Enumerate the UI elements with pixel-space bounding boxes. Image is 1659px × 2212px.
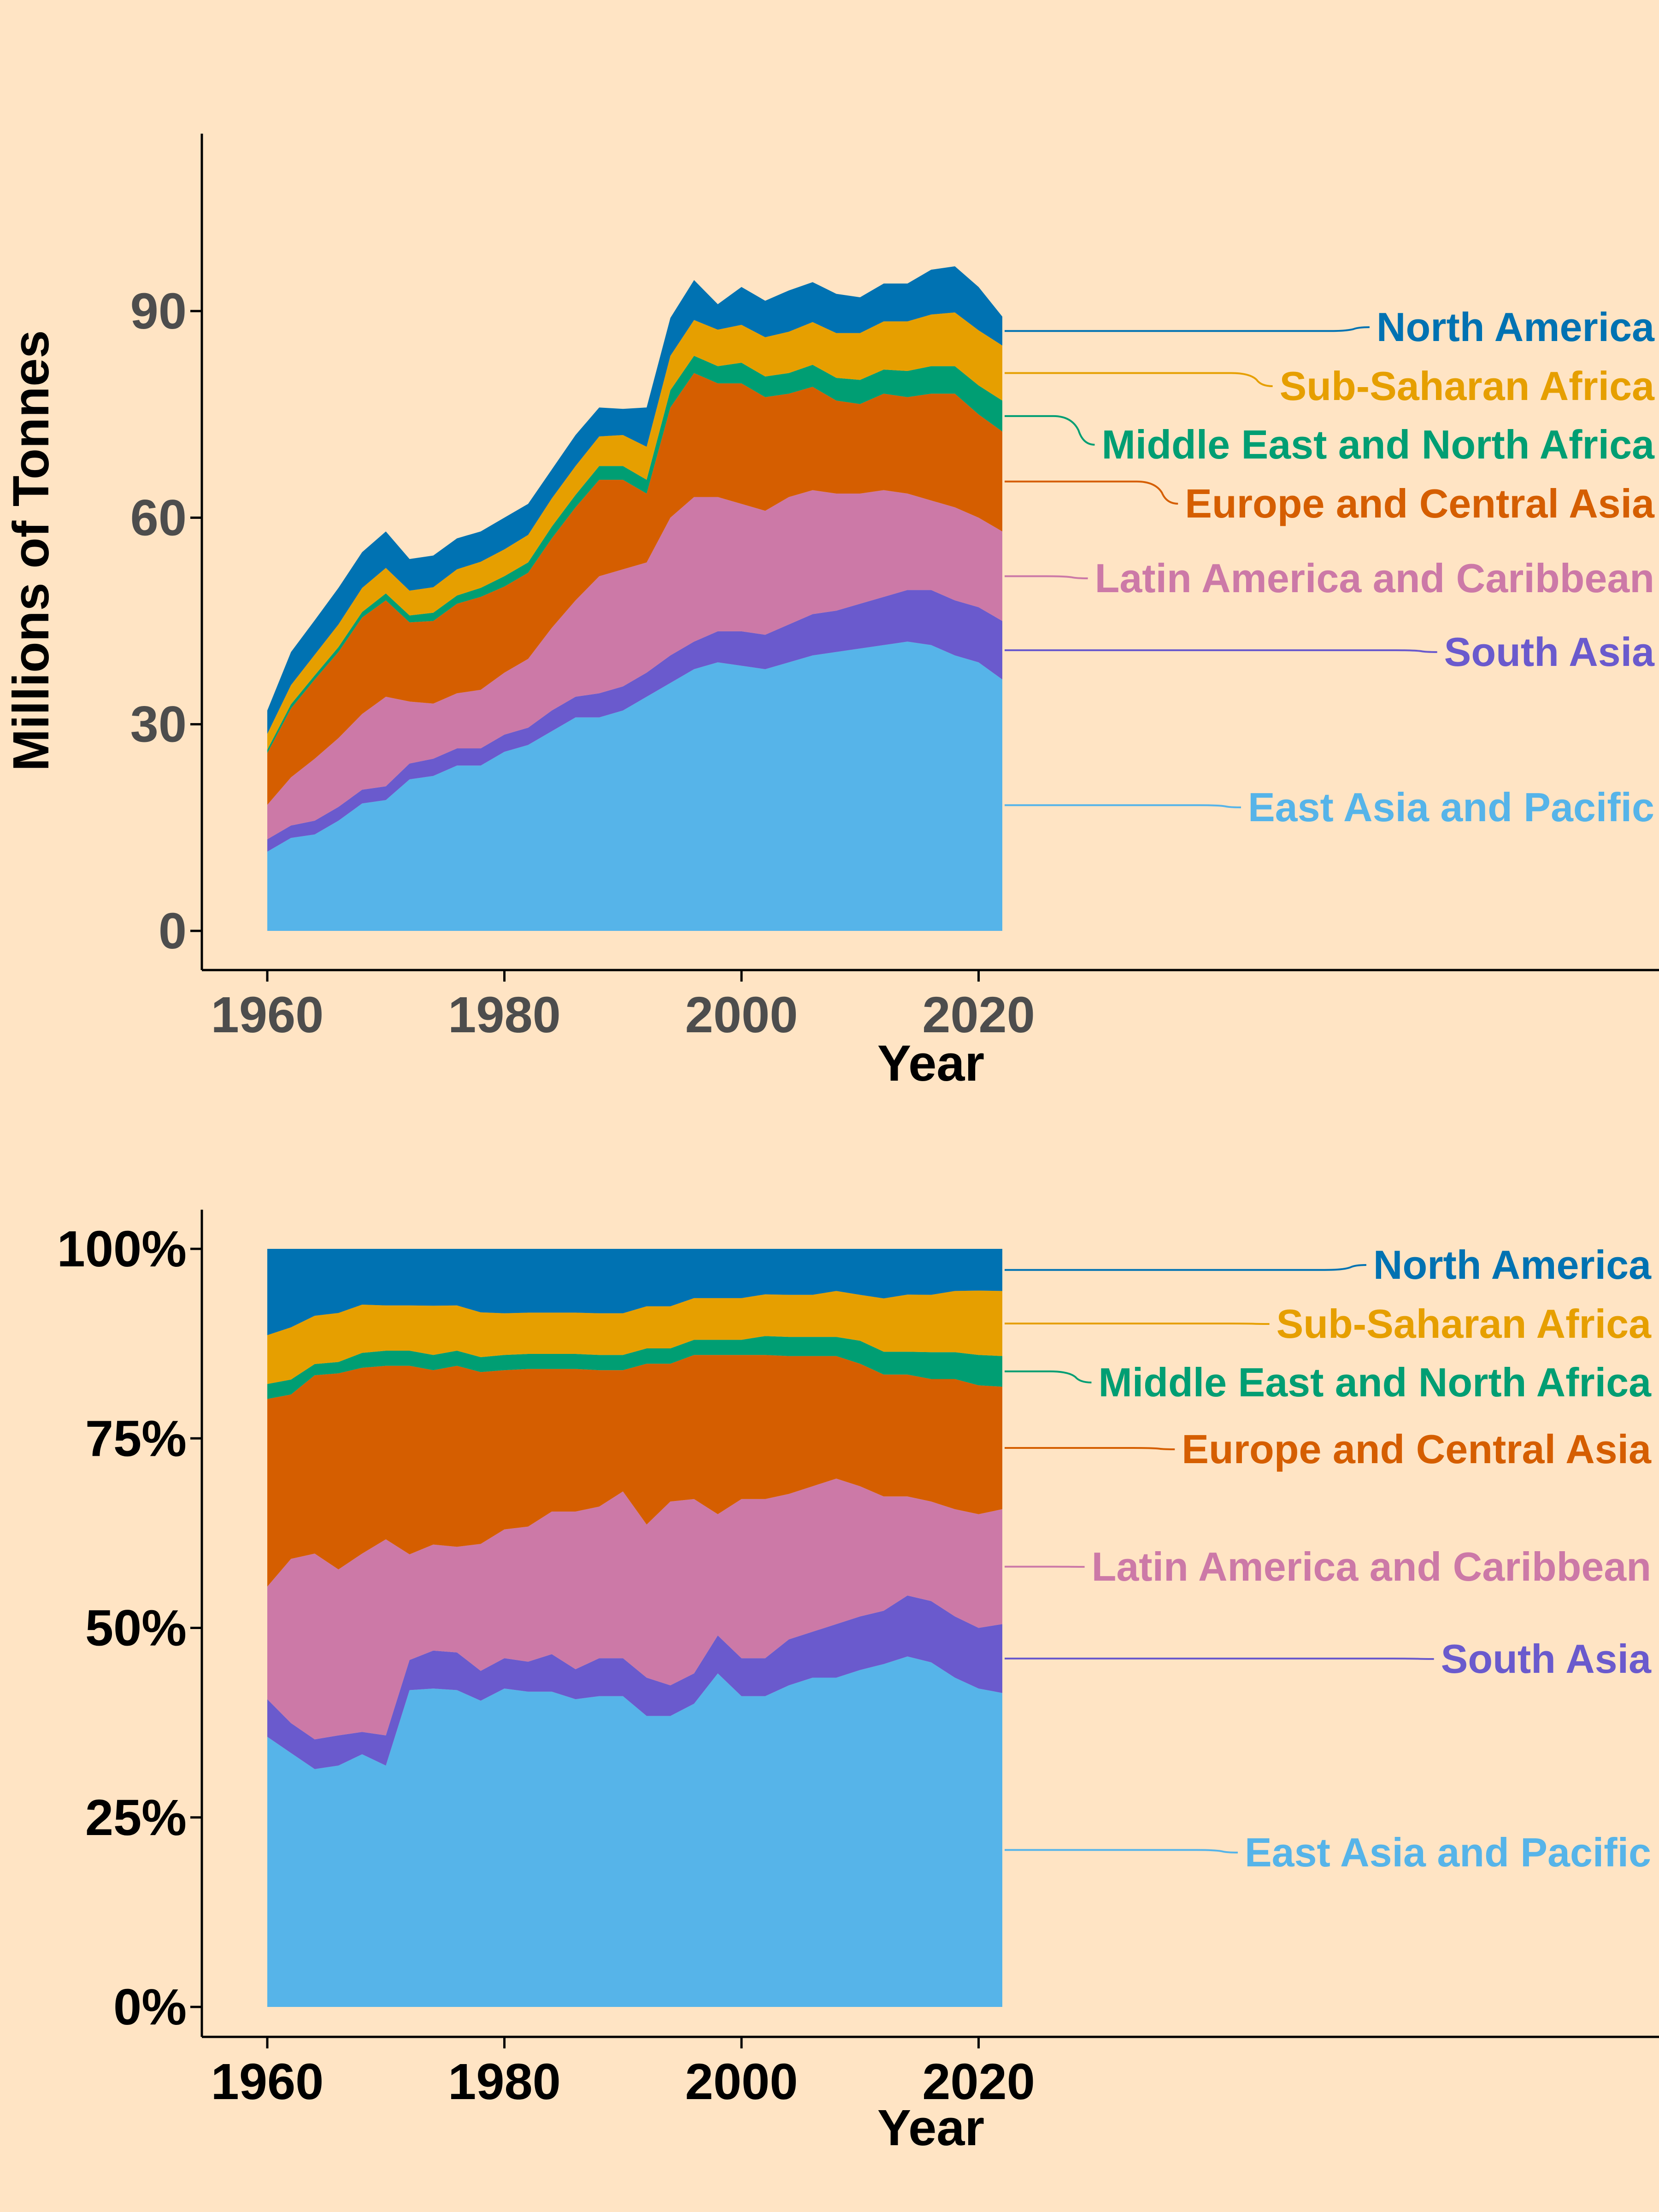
leader-line-sub-saharan-africa (1005, 372, 1273, 387)
area-latin-america-and-caribbean (267, 1478, 1002, 1740)
region-labels: East Asia and Pacific South Asia Latin Ame… (1005, 304, 1655, 830)
label-middle-east-and-north-africa: Middle East and North Africa (1098, 1359, 1652, 1405)
leader-line-middle-east-and-north-africa (1005, 415, 1095, 446)
area-north-america (267, 266, 1002, 734)
y-tick-label: 0% (113, 1979, 187, 2036)
leader-line-europe-and-central-asia (1005, 1447, 1175, 1450)
x-tick-label: 2000 (685, 2053, 798, 2110)
x-tick-label: 2020 (922, 2053, 1035, 2110)
label-europe-and-central-asia: Europe and Central Asia (1182, 1426, 1652, 1472)
leader-line-latin-america-and-caribbean (1005, 575, 1088, 579)
leader-line-middle-east-and-north-africa (1005, 1370, 1092, 1383)
label-sub-saharan-africa: Sub-Saharan Africa (1280, 363, 1655, 409)
area-europe-and-central-asia (267, 373, 1002, 805)
area-east-asia-and-pacific (267, 641, 1002, 931)
area-middle-east-and-north-africa (267, 1336, 1002, 1399)
label-sub-saharan-africa: Sub-Saharan Africa (1277, 1301, 1652, 1347)
area-latin-america-and-caribbean (267, 490, 1002, 840)
area-east-asia-and-pacific (267, 1656, 1002, 2007)
y-tick-label: 50% (85, 1600, 187, 1657)
y-tick-label: 0 (159, 903, 187, 959)
stacked-area-chart-percent: 1960 1980 2000 2020 0% 25% 50% 75% 100% East Asi… (57, 1210, 1659, 2156)
region-labels: East Asia and Pacific South Asia Latin Ame… (1005, 1242, 1652, 1875)
leader-line-europe-and-central-asia (1005, 480, 1178, 505)
leader-line-east-asia-and-pacific (1005, 804, 1241, 808)
label-east-asia-and-pacific: East Asia and Pacific (1245, 1830, 1651, 1875)
area-sub-saharan-africa (267, 312, 1002, 750)
label-europe-and-central-asia: Europe and Central Asia (1185, 481, 1655, 526)
y-axis-title: Millions of Tonnes (3, 330, 59, 771)
label-east-asia-and-pacific: East Asia and Pacific (1248, 784, 1654, 830)
y-tick-label: 30 (130, 696, 187, 753)
y-tick-label: 75% (85, 1410, 187, 1467)
x-tick-label: 1980 (448, 987, 561, 1043)
x-tick-label: 1960 (211, 2053, 324, 2110)
y-tick-label: 25% (85, 1789, 187, 1846)
label-north-america: North America (1377, 304, 1655, 350)
label-south-asia: South Asia (1444, 629, 1655, 675)
y-tick-label: 100% (57, 1221, 187, 1277)
y-tick-label: 60 (130, 489, 187, 546)
label-north-america: North America (1373, 1242, 1652, 1288)
label-middle-east-and-north-africa: Middle East and North Africa (1101, 422, 1655, 467)
leader-line-east-asia-and-pacific (1005, 1849, 1238, 1853)
x-tick-label: 2000 (685, 987, 798, 1043)
area-north-america (267, 1249, 1002, 1335)
axis-ticks: 1960 1980 2000 2020 0% 25% 50% 75% 100% (57, 1210, 1659, 2110)
area-sub-saharan-africa (267, 1290, 1002, 1384)
leader-line-south-asia (1005, 649, 1437, 653)
x-axis-title: Year (877, 1035, 984, 1092)
label-south-asia: South Asia (1441, 1636, 1652, 1682)
area-south-asia (267, 590, 1002, 852)
x-tick-label: 1960 (211, 987, 324, 1043)
x-tick-label: 2020 (922, 987, 1035, 1043)
x-axis-title: Year (877, 2100, 984, 2156)
stacked-area-chart-absolute: 1960 1980 2000 2020 0 30 60 90 East Asia and Pa… (3, 134, 1659, 1092)
area-south-asia (267, 1595, 1002, 1769)
x-tick-label: 1980 (448, 2053, 561, 2110)
axis-ticks: 1960 1980 2000 2020 0 30 60 90 (130, 134, 1659, 1043)
leader-line-north-america (1005, 326, 1370, 332)
area-layers (267, 1249, 1002, 2007)
area-europe-and-central-asia (267, 1355, 1002, 1587)
label-latin-america-and-caribbean: Latin America and Caribbean (1095, 555, 1654, 601)
leader-line-north-america (1005, 1264, 1366, 1271)
area-layers (267, 266, 1002, 931)
y-tick-label: 90 (130, 283, 187, 340)
label-latin-america-and-caribbean: Latin America and Caribbean (1092, 1544, 1651, 1589)
